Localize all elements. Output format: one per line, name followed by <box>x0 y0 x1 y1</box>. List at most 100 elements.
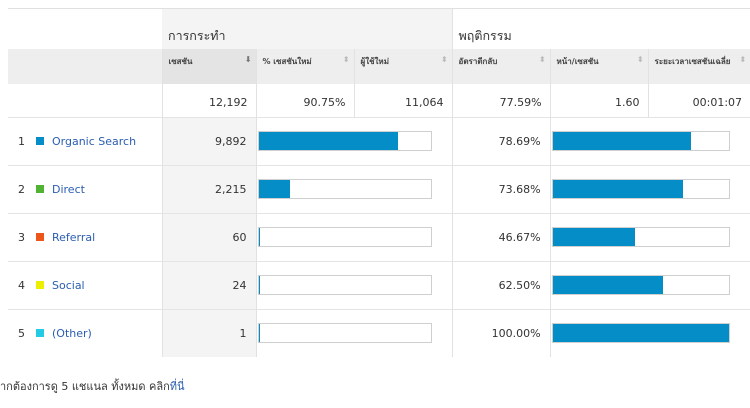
bounce-bar-cell <box>549 165 750 214</box>
row-index: 3 <box>18 231 25 244</box>
sessions-bar <box>257 227 432 247</box>
bounce-rate-cell: 73.68% <box>451 165 551 214</box>
total-new-users-value: 11,064 <box>405 96 444 109</box>
sessions-bar-cell <box>255 309 453 357</box>
channel-cell: 1 Organic Search <box>8 117 162 166</box>
dimension-header <box>8 49 162 84</box>
sort-icon: ⬍ <box>538 55 546 64</box>
sessions-value: 60 <box>232 231 247 244</box>
bounce-rate-bar-fill <box>552 180 683 198</box>
table-row: 4 Social 24 62.50% <box>8 261 750 310</box>
total-new-users: 11,064 <box>353 84 453 118</box>
total-pages-per-session-value: 1.60 <box>615 96 640 109</box>
footer-link[interactable]: ที่นี่ <box>169 380 185 393</box>
table-row: 2 Direct 2,215 73.68% <box>8 165 750 214</box>
footer-text: ากต้องการดู 5 แชแนล ทั้งหมด คลิก <box>0 380 170 393</box>
sessions-bar <box>257 323 432 343</box>
channel-link[interactable]: Social <box>52 279 85 292</box>
channel-link[interactable]: Referral <box>52 231 96 244</box>
channel-link[interactable]: (Other) <box>52 327 92 340</box>
sessions-cell: 1 <box>161 309 256 357</box>
pages-per-session-header[interactable]: หน้า/เซสชัน ⬍ <box>549 49 649 84</box>
bounce-rate-bar-fill <box>552 228 635 246</box>
bounce-rate-bar <box>551 131 731 151</box>
table-row: 3 Referral 60 46.67% <box>8 213 750 262</box>
sessions-cell: 24 <box>161 261 256 310</box>
channel-cell: 5 (Other) <box>8 309 162 357</box>
bounce-rate-value: 100.00% <box>491 327 541 340</box>
pct-new-sessions-header[interactable]: % เซสชันใหม่ ⬍ <box>255 49 354 84</box>
sessions-cell: 9,892 <box>161 117 256 166</box>
empty-group-cell <box>8 8 162 49</box>
channel-link[interactable]: Organic Search <box>52 135 137 148</box>
table-row: 5 (Other) 1 100.00% <box>8 309 750 357</box>
series-color-swatch <box>35 137 44 145</box>
sessions-bar <box>257 179 432 199</box>
bounce-rate-bar <box>551 323 731 343</box>
sessions-bar-fill <box>258 180 290 198</box>
avg-duration-header-label: ระยะเวลาเซสชันเฉลี่ย <box>654 57 731 66</box>
total-avg-duration: 00:01:07 <box>647 84 750 118</box>
sessions-bar-fill <box>258 228 260 246</box>
bounce-rate-bar <box>551 275 731 295</box>
channels-table: การกระทำ พฤติกรรม เซสชัน ⬇ % เซสชันใหม่ ⬍ … <box>8 8 750 357</box>
row-index: 2 <box>18 183 25 196</box>
sort-icon: ⬍ <box>440 55 448 64</box>
total-sessions-value: 12,192 <box>209 96 248 109</box>
bounce-bar-cell <box>549 309 750 357</box>
totals-label-cell <box>8 84 162 118</box>
sort-icon: ⬍ <box>636 55 644 64</box>
bounce-rate-cell: 78.69% <box>451 117 551 166</box>
channel-cell: 4 Social <box>8 261 162 310</box>
row-index: 1 <box>18 135 25 148</box>
sessions-value: 9,892 <box>215 135 247 148</box>
behavior-group: พฤติกรรม <box>451 8 750 49</box>
bounce-rate-cell: 46.67% <box>451 213 551 262</box>
row-index: 5 <box>18 327 25 340</box>
sessions-bar-cell <box>255 165 453 214</box>
total-bounce-rate: 77.59% <box>451 84 551 118</box>
sessions-bar-fill <box>258 276 260 294</box>
bounce-rate-bar-fill <box>552 276 663 294</box>
bounce-bar-cell <box>549 213 750 262</box>
bounce-rate-bar <box>551 227 731 247</box>
bounce-rate-cell: 62.50% <box>451 261 551 310</box>
series-color-swatch <box>35 233 44 241</box>
total-avg-duration-value: 00:01:07 <box>692 96 743 109</box>
sessions-cell: 60 <box>161 213 256 262</box>
acquisition-group-label: การกระทำ <box>168 28 226 43</box>
series-color-swatch <box>35 281 44 289</box>
sessions-value: 2,215 <box>215 183 247 196</box>
table-row: 1 Organic Search 9,892 78.69% <box>8 117 750 166</box>
sessions-bar <box>257 275 432 295</box>
bounce-rate-cell: 100.00% <box>451 309 551 357</box>
sort-desc-icon: ⬇ <box>244 55 252 64</box>
sessions-bar-cell <box>255 261 453 310</box>
sort-icon: ⬍ <box>342 55 350 64</box>
bounce-bar-cell <box>549 117 750 166</box>
pct-new-sessions-header-label: % เซสชันใหม่ <box>262 57 312 66</box>
acquisition-group: การกระทำ <box>162 8 453 49</box>
series-color-swatch <box>35 329 44 337</box>
behavior-group-label: พฤติกรรม <box>458 28 512 43</box>
sessions-value: 24 <box>232 279 247 292</box>
bounce-rate-bar-fill <box>552 324 730 342</box>
new-users-header[interactable]: ผู้ใช้ใหม่ ⬍ <box>353 49 453 84</box>
sessions-bar-cell <box>255 117 453 166</box>
bounce-rate-value: 46.67% <box>498 231 541 244</box>
avg-duration-header[interactable]: ระยะเวลาเซสชันเฉลี่ย ⬍ <box>647 49 750 84</box>
sessions-value: 1 <box>239 327 247 340</box>
new-users-header-label: ผู้ใช้ใหม่ <box>360 57 389 66</box>
bounce-rate-value: 78.69% <box>498 135 541 148</box>
total-pages-per-session: 1.60 <box>549 84 649 118</box>
bounce-rate-value: 62.50% <box>498 279 541 292</box>
series-color-swatch <box>35 185 44 193</box>
bounce-rate-header[interactable]: อัตราตีกลับ ⬍ <box>451 49 551 84</box>
pages-per-session-header-label: หน้า/เซสชัน <box>556 57 599 66</box>
channel-link[interactable]: Direct <box>52 183 85 196</box>
sessions-header[interactable]: เซสชัน ⬇ <box>161 49 256 84</box>
channel-cell: 2 Direct <box>8 165 162 214</box>
channel-cell: 3 Referral <box>8 213 162 262</box>
sessions-header-label: เซสชัน <box>168 57 193 66</box>
